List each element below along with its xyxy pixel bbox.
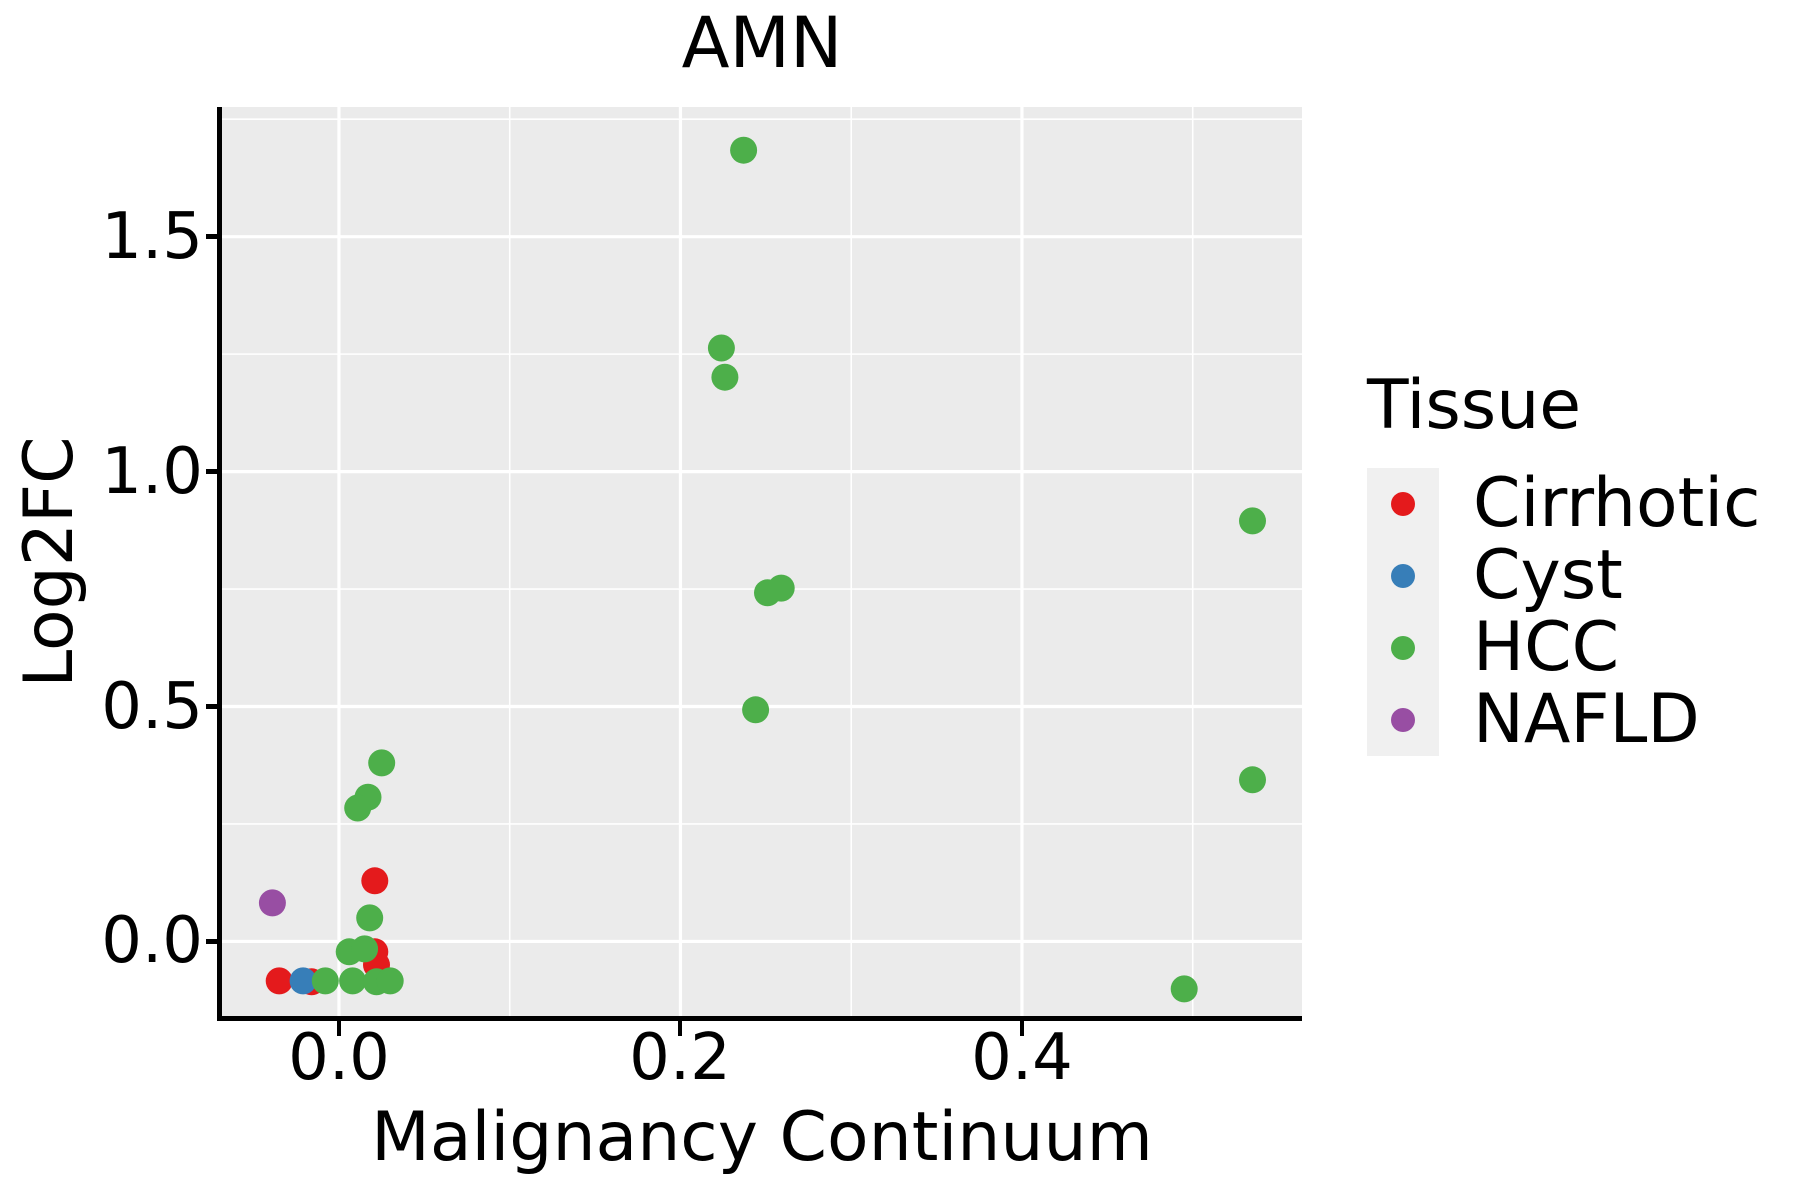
data-point-hcc [368, 749, 396, 777]
data-point-hcc [356, 904, 384, 932]
data-point-hcc [767, 574, 795, 602]
y-axis-line [217, 107, 222, 1021]
y-axis-title: Log2FC [10, 436, 89, 688]
data-point-hcc [344, 794, 372, 822]
x-tick-mark [678, 1021, 682, 1036]
legend-key [1367, 468, 1439, 540]
legend-entry: Cyst [1367, 540, 1761, 612]
y-tick-label: 1.5 [101, 200, 203, 274]
data-point-hcc [1170, 975, 1198, 1003]
data-point-hcc [339, 967, 367, 995]
legend-dot-hcc [1391, 636, 1415, 660]
data-point-hcc [1239, 507, 1266, 535]
legend: Tissue Cirrhotic Cyst HCC NAFLD [1367, 372, 1761, 756]
legend-dot-cirrhotic [1391, 492, 1415, 516]
y-tick-label: 1.0 [101, 435, 203, 509]
y-tick-label: 0.5 [101, 670, 203, 744]
x-tick-label: 0.0 [288, 1021, 390, 1095]
data-point-hcc [730, 136, 758, 164]
legend-title: Tissue [1367, 366, 1582, 445]
data-point-nafld [258, 889, 286, 917]
data-point-hcc [711, 363, 739, 391]
legend-entry: NAFLD [1367, 684, 1761, 756]
legend-label: HCC [1473, 608, 1620, 687]
data-point-cyst [289, 967, 317, 995]
chart-svg [222, 107, 1302, 1018]
plot-panel [222, 107, 1302, 1018]
x-tick-mark [337, 1021, 341, 1036]
data-point-hcc [351, 935, 379, 963]
data-point-hcc [376, 967, 404, 995]
plot-title: AMN [681, 2, 843, 84]
legend-label: NAFLD [1473, 680, 1700, 759]
x-axis-title: Malignancy Continuum [371, 1098, 1153, 1177]
y-tick-mark [206, 704, 222, 709]
legend-key [1367, 540, 1439, 612]
data-point-hcc [1239, 766, 1266, 794]
data-point-cirrhotic [361, 867, 389, 895]
legend-key [1367, 612, 1439, 684]
y-tick-mark [206, 469, 222, 474]
data-point-hcc [742, 696, 770, 724]
y-tick-mark [206, 939, 222, 944]
legend-rows: Cirrhotic Cyst HCC NAFLD [1367, 468, 1761, 756]
x-tick-label: 0.2 [629, 1021, 731, 1095]
data-point-hcc [707, 334, 735, 362]
data-point-hcc [311, 967, 339, 995]
legend-key [1367, 684, 1439, 756]
legend-label: Cirrhotic [1473, 464, 1761, 543]
x-tick-mark [1020, 1021, 1024, 1036]
legend-label: Cyst [1473, 536, 1623, 615]
legend-dot-cyst [1391, 564, 1415, 588]
y-tick-label: 0.0 [101, 904, 203, 978]
legend-entry: HCC [1367, 612, 1761, 684]
y-tick-mark [206, 234, 222, 239]
x-axis-line [217, 1016, 1302, 1021]
x-tick-label: 0.4 [971, 1021, 1073, 1095]
legend-entry: Cirrhotic [1367, 468, 1761, 540]
legend-dot-nafld [1391, 708, 1415, 732]
data-point-cirrhotic [265, 967, 293, 995]
